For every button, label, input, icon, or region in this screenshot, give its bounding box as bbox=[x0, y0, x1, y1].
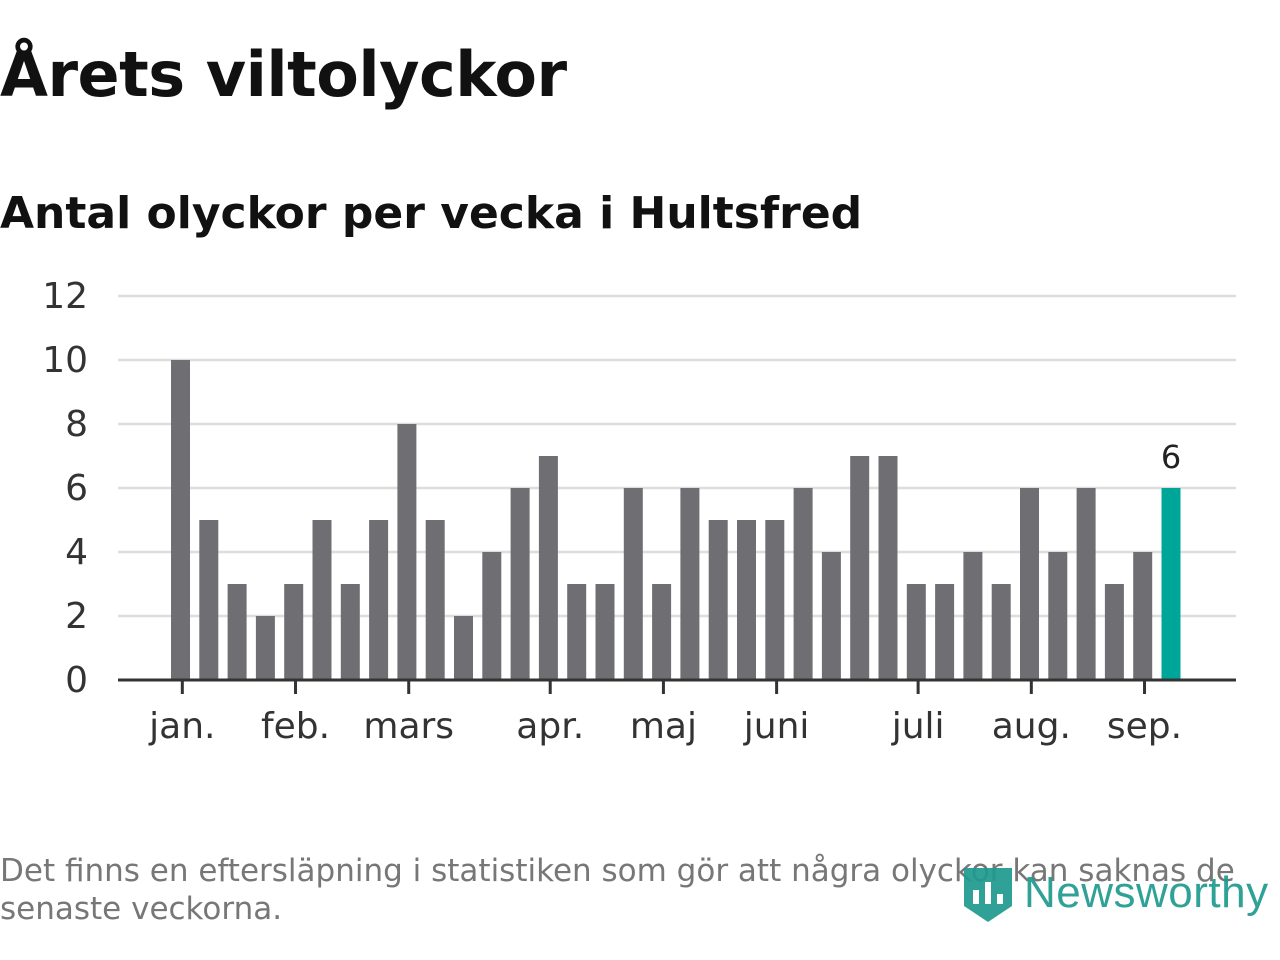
x-tick-label: maj bbox=[630, 706, 697, 747]
last-value-label: 6 bbox=[1161, 438, 1181, 476]
bar bbox=[227, 584, 247, 680]
bars bbox=[171, 360, 1181, 680]
x-tick-label: juni bbox=[743, 706, 810, 747]
bar bbox=[397, 424, 417, 680]
bar bbox=[963, 552, 983, 680]
y-tick-label: 0 bbox=[65, 660, 88, 701]
y-axis-ticks: 0 2 4 6 8 10 12 bbox=[42, 276, 88, 701]
y-tick-label: 2 bbox=[65, 596, 88, 637]
bar bbox=[1076, 488, 1096, 680]
y-tick-label: 12 bbox=[42, 276, 88, 317]
bar bbox=[369, 520, 389, 680]
bar bbox=[793, 488, 813, 680]
x-axis-month-labels: jan. feb. mars apr. maj juni juli aug. sep. bbox=[148, 680, 1182, 747]
bar bbox=[284, 584, 304, 680]
bar bbox=[906, 584, 926, 680]
bar bbox=[935, 584, 955, 680]
bar bbox=[510, 488, 530, 680]
y-tick-label: 10 bbox=[42, 340, 88, 381]
bar bbox=[1020, 488, 1039, 680]
bar-chart: 0 2 4 6 8 10 12 jan. feb. mars apr. maj juni juli aug… bbox=[42, 276, 1236, 747]
bar bbox=[1048, 552, 1068, 680]
newsworthy-logo: Newsworthy bbox=[962, 862, 1269, 924]
bar bbox=[708, 520, 728, 680]
bar bbox=[1133, 552, 1153, 680]
x-tick-label: mars bbox=[363, 706, 454, 747]
logo-icon bbox=[964, 868, 1012, 922]
bar bbox=[482, 552, 502, 680]
bar bbox=[821, 552, 841, 680]
x-tick-label: aug. bbox=[992, 706, 1071, 747]
bar bbox=[623, 488, 643, 680]
grid-lines bbox=[118, 294, 1236, 618]
bar bbox=[765, 520, 785, 680]
bar bbox=[199, 520, 219, 680]
x-tick-label: apr. bbox=[516, 706, 584, 747]
chart-subtitle: Antal olyckor per vecka i Hultsfred bbox=[0, 188, 863, 239]
x-tick-label: sep. bbox=[1107, 706, 1182, 747]
bar bbox=[680, 488, 700, 680]
bar bbox=[850, 456, 870, 680]
y-tick-label: 8 bbox=[65, 404, 88, 445]
data-labels: 6 bbox=[1161, 438, 1181, 476]
bar bbox=[991, 584, 1011, 680]
footnote: Det finns en eftersläpning i statistiken… bbox=[0, 853, 1235, 927]
bar bbox=[538, 456, 558, 680]
bar bbox=[425, 520, 445, 680]
x-tick-label: feb. bbox=[261, 706, 330, 747]
bar bbox=[171, 360, 190, 680]
bar bbox=[1104, 584, 1124, 680]
y-tick-label: 4 bbox=[65, 532, 88, 573]
bar bbox=[652, 584, 672, 680]
bar bbox=[878, 456, 898, 680]
bar bbox=[340, 584, 360, 680]
bar bbox=[595, 584, 615, 680]
bar bbox=[255, 616, 275, 680]
logo-text: Newsworthy bbox=[1024, 868, 1269, 917]
bar bbox=[737, 520, 756, 680]
y-tick-label: 6 bbox=[65, 468, 88, 509]
x-tick-label: jan. bbox=[148, 706, 215, 747]
bar bbox=[567, 584, 587, 680]
bar-current-week bbox=[1161, 488, 1181, 680]
bar bbox=[454, 616, 473, 680]
x-tick-label: juli bbox=[891, 706, 945, 747]
bar bbox=[312, 520, 332, 680]
chart-title: Årets viltolyckor bbox=[0, 38, 567, 111]
